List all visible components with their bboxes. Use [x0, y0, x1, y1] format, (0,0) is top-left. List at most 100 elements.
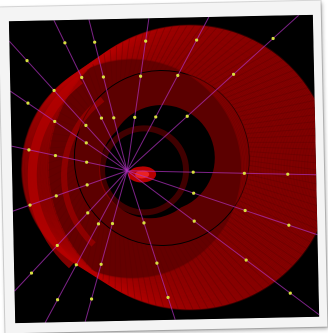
- ring-striation: [246, 127, 320, 134]
- ring-striation: [87, 68, 99, 98]
- ring-striation: [240, 195, 319, 230]
- ring-striation: [195, 36, 246, 78]
- connection-line: [84, 170, 128, 322]
- node-point: [271, 36, 275, 41]
- node-point: [244, 258, 248, 262]
- node-point: [192, 191, 196, 195]
- ring-striation: [233, 207, 307, 249]
- ring-striation: [159, 25, 188, 71]
- ring-striation: [154, 25, 181, 71]
- ring-striation: [132, 33, 144, 76]
- inner-ring: [74, 71, 249, 246]
- ring-striation: [153, 245, 179, 310]
- ring-striation: [177, 244, 216, 308]
- ring-striation: [225, 218, 293, 267]
- inner-thin-ring: [99, 125, 190, 216]
- ring-striation: [102, 227, 109, 280]
- connection-line: [126, 16, 210, 171]
- ring-striation: [150, 26, 173, 71]
- node-point: [29, 271, 34, 275]
- node-point: [99, 116, 104, 120]
- node-point: [155, 261, 159, 265]
- ring-striation: [228, 75, 299, 102]
- ring-striation: [119, 42, 124, 81]
- ring-striation: [109, 49, 113, 86]
- ring-striation: [92, 63, 103, 95]
- node-point: [185, 114, 189, 118]
- ring-striation: [141, 29, 159, 73]
- node-point: [192, 219, 196, 223]
- ring-striation: [244, 187, 320, 217]
- ring-striation: [135, 242, 150, 304]
- node-point: [138, 74, 143, 78]
- ring-striation: [222, 64, 289, 95]
- ring-striation: [186, 31, 232, 75]
- connection-line: [8, 40, 128, 172]
- ring-striation: [210, 230, 271, 286]
- ring-striation: [221, 221, 288, 272]
- ring-striation: [68, 92, 88, 113]
- ring-striation: [123, 38, 131, 79]
- node-point: [53, 119, 57, 124]
- connection-line: [10, 90, 128, 172]
- node-point: [176, 73, 180, 78]
- ring-striation: [128, 35, 137, 77]
- connection-line: [126, 14, 300, 172]
- ring-striation: [140, 243, 157, 306]
- ring-striation: [234, 87, 308, 110]
- connection-line: [126, 170, 320, 316]
- ring-striation: [190, 240, 238, 302]
- ring-striation: [247, 134, 320, 139]
- node-point: [28, 203, 32, 207]
- node-point: [26, 101, 30, 105]
- node-point: [133, 115, 137, 119]
- ring-striation: [203, 235, 258, 293]
- node-point: [288, 291, 292, 295]
- center-knot-core: [135, 170, 150, 179]
- ring-striation: [242, 191, 320, 223]
- connection-line: [12, 170, 128, 212]
- ring-striation: [239, 99, 316, 117]
- ring-striation: [118, 235, 123, 292]
- node-point: [144, 39, 148, 43]
- ring-striation: [144, 244, 164, 308]
- connection-line: [126, 170, 318, 236]
- left-crescent-arc-inner: [61, 96, 105, 247]
- node-point: [80, 75, 84, 80]
- ring-striation: [72, 86, 90, 109]
- node-point: [142, 221, 146, 225]
- node-point: [101, 75, 106, 79]
- ring-striation: [194, 239, 245, 300]
- ring-striation: [243, 113, 320, 126]
- outer-ring-disk: [48, 25, 320, 310]
- node-point: [74, 263, 78, 267]
- ring-striation: [207, 232, 264, 290]
- node-point: [54, 194, 58, 198]
- ring-visualization-canvas: [8, 14, 320, 324]
- ring-striation: [198, 237, 251, 297]
- ring-striation: [225, 69, 294, 99]
- node-point: [86, 211, 90, 215]
- node-point: [242, 171, 246, 175]
- ring-striation: [248, 174, 320, 195]
- ring-striation: [114, 232, 116, 289]
- ring-striation: [164, 25, 195, 71]
- node-point: [110, 221, 115, 226]
- node-point: [84, 123, 88, 128]
- node-point: [55, 243, 59, 248]
- ring-striation: [241, 106, 319, 122]
- ring-striation: [115, 45, 117, 83]
- node-point: [96, 222, 101, 226]
- ring-striation: [211, 50, 272, 87]
- ring-striation: [182, 29, 225, 73]
- connection-line: [11, 145, 128, 172]
- node-point: [27, 148, 31, 152]
- ring-striation: [131, 240, 143, 302]
- ring-striation: [231, 81, 304, 106]
- ring-striation: [244, 120, 320, 130]
- node-point: [85, 183, 89, 187]
- ring-striation: [215, 54, 278, 89]
- connection-line: [88, 19, 128, 171]
- node-point: [93, 40, 97, 44]
- ring-striation: [199, 39, 253, 80]
